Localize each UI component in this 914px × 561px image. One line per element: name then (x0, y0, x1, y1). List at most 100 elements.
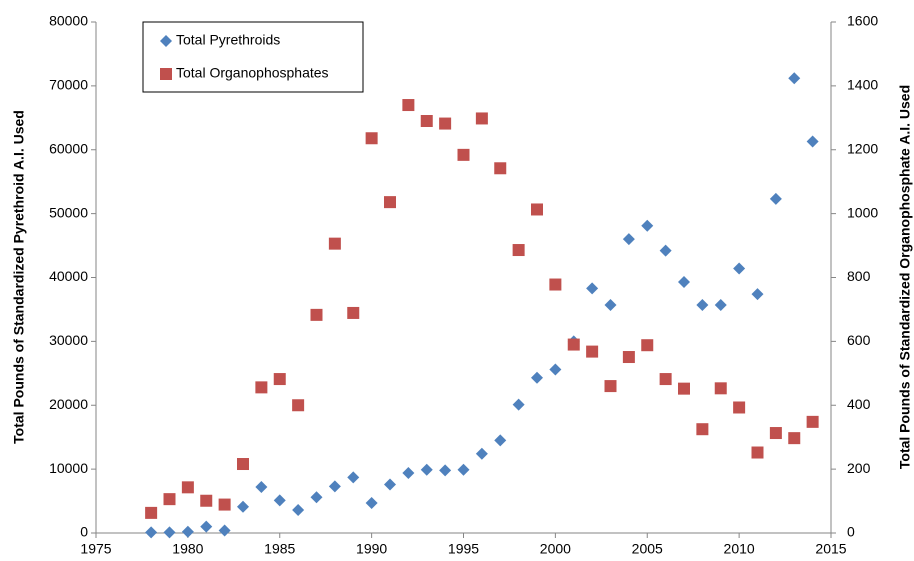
point (328, 480, 341, 493)
point (181, 481, 194, 494)
point (310, 491, 323, 504)
legend-marker (160, 68, 172, 80)
point (347, 471, 360, 484)
point (714, 382, 727, 395)
x-tick-label: 1980 (172, 541, 203, 557)
point (218, 524, 231, 537)
point (475, 112, 488, 125)
point (384, 478, 396, 491)
y-tick-label: 50000 (49, 204, 88, 220)
y2-tick-label: 1200 (847, 140, 878, 156)
point (696, 298, 709, 311)
point (549, 363, 562, 376)
point (512, 398, 525, 411)
point (696, 423, 709, 436)
point (292, 399, 305, 412)
point (273, 494, 286, 507)
point (273, 373, 286, 386)
point (494, 162, 507, 175)
y-axis-title: Total Pounds of Standardized Pyrethroid … (11, 110, 27, 444)
point (549, 278, 562, 291)
point (641, 219, 654, 232)
point (365, 496, 378, 509)
y-tick-label: 0 (80, 524, 88, 540)
y2-tick-label: 400 (847, 396, 871, 412)
point (457, 463, 470, 476)
point (733, 401, 746, 414)
y2-axis-title: Total Pounds of Standardized Organophosp… (897, 85, 913, 469)
point (402, 99, 415, 112)
point (622, 233, 635, 246)
point (292, 504, 305, 517)
point (678, 382, 690, 395)
point (200, 494, 213, 507)
point (163, 493, 176, 506)
point (714, 298, 727, 311)
point (457, 148, 470, 161)
y2-tick-label: 1400 (847, 77, 878, 93)
point (439, 117, 452, 130)
point (420, 463, 433, 476)
x-tick-label: 2000 (540, 541, 571, 557)
y2-tick-label: 200 (847, 460, 871, 476)
point (512, 244, 525, 257)
x-tick-label: 1990 (356, 541, 387, 557)
y2-tick-label: 800 (847, 268, 871, 284)
point (586, 345, 599, 358)
point (641, 339, 654, 352)
point (567, 338, 580, 351)
point (310, 308, 323, 321)
y-tick-label: 20000 (49, 396, 88, 412)
point (806, 415, 819, 428)
point (769, 427, 782, 440)
point (439, 464, 452, 477)
point (475, 447, 488, 460)
point (145, 506, 158, 519)
x-tick-label: 2010 (724, 541, 755, 557)
point (604, 380, 617, 393)
x-tick-label: 1975 (80, 541, 111, 557)
x-tick-label: 1985 (264, 541, 295, 557)
point (788, 432, 801, 445)
point (218, 498, 231, 511)
point (420, 115, 433, 128)
point (586, 282, 599, 295)
x-tick-label: 1995 (448, 541, 479, 557)
point (145, 526, 158, 539)
point (659, 373, 672, 386)
y2-tick-label: 0 (847, 524, 855, 540)
legend-label: Total Organophosphates (176, 65, 329, 81)
y2-tick-label: 600 (847, 332, 871, 348)
point (494, 434, 507, 447)
point (788, 72, 801, 85)
legend-box (142, 21, 364, 93)
point (328, 237, 341, 250)
point (751, 446, 764, 459)
y-tick-label: 30000 (49, 332, 88, 348)
point (237, 500, 249, 513)
point (255, 381, 268, 394)
point (622, 351, 635, 364)
point (531, 203, 543, 216)
legend-marker (160, 35, 172, 47)
point (163, 526, 176, 539)
y-tick-label: 70000 (49, 77, 88, 93)
point (659, 244, 672, 257)
y2-tick-label: 1000 (847, 204, 878, 220)
point (384, 196, 396, 209)
x-tick-label: 2005 (632, 541, 663, 557)
point (200, 520, 213, 533)
point (604, 298, 617, 311)
y-tick-label: 40000 (49, 268, 88, 284)
legend-label: Total Pyrethroids (176, 32, 280, 48)
point (402, 466, 415, 479)
point (181, 525, 194, 538)
point (255, 481, 268, 494)
y-tick-label: 60000 (49, 140, 88, 156)
y-tick-label: 80000 (49, 13, 88, 29)
point (237, 458, 249, 471)
x-tick-label: 2015 (815, 541, 846, 557)
point (751, 288, 764, 301)
